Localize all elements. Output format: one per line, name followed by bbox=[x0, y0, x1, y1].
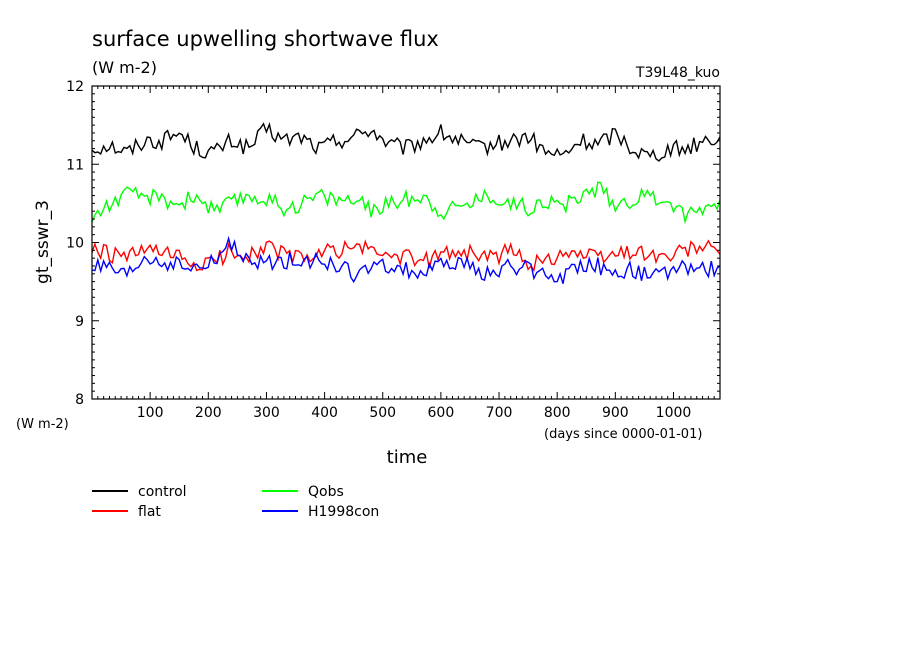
chart-subtitle: (W m-2) bbox=[92, 58, 157, 77]
x-axis-units: (days since 0000-01-01) bbox=[544, 427, 702, 442]
run-label: T39L48_kuo bbox=[635, 65, 720, 81]
legend-label-qobs: Qobs bbox=[308, 484, 344, 500]
y-tick-label: 11 bbox=[66, 157, 84, 173]
y-tick-label: 10 bbox=[66, 236, 84, 252]
x-tick-label: 500 bbox=[369, 405, 396, 421]
plot-frame bbox=[91, 85, 721, 400]
x-tick-label: 300 bbox=[253, 405, 280, 421]
x-tick-label: 200 bbox=[195, 405, 222, 421]
x-tick-label: 600 bbox=[428, 405, 455, 421]
legend-label-h1998con: H1998con bbox=[308, 504, 379, 520]
series-line-control bbox=[91, 122, 721, 162]
series-layer bbox=[91, 122, 721, 284]
series-line-flat bbox=[91, 239, 721, 273]
legend-label-control: control bbox=[138, 484, 187, 500]
x-tick-label: 100 bbox=[137, 405, 164, 421]
x-tick-label: 800 bbox=[544, 405, 571, 421]
chart-title: surface upwelling shortwave flux bbox=[92, 27, 439, 51]
y-tick-label: 12 bbox=[66, 79, 84, 95]
x-tick-label: 700 bbox=[486, 405, 513, 421]
x-tick-label: 1000 bbox=[656, 405, 692, 421]
y-tick-label: 8 bbox=[75, 392, 84, 408]
legend-label-flat: flat bbox=[138, 504, 161, 520]
series-line-h1998con bbox=[91, 235, 721, 284]
y-axis-units: (W m-2) bbox=[16, 417, 69, 432]
x-axis-label: time bbox=[387, 447, 428, 468]
legend: control flat Qobs H1998con bbox=[92, 484, 379, 520]
x-tick-label: 900 bbox=[602, 405, 629, 421]
series-line-qobs bbox=[91, 181, 721, 225]
x-tick-label: 400 bbox=[311, 405, 338, 421]
y-axis-label: gt_sswr_3 bbox=[33, 200, 53, 284]
axis-ticks: 100 200 300 400 500 600 700 800 900 1000 8 9 10 11 12 bbox=[66, 79, 720, 421]
y-tick-label: 9 bbox=[75, 314, 84, 330]
